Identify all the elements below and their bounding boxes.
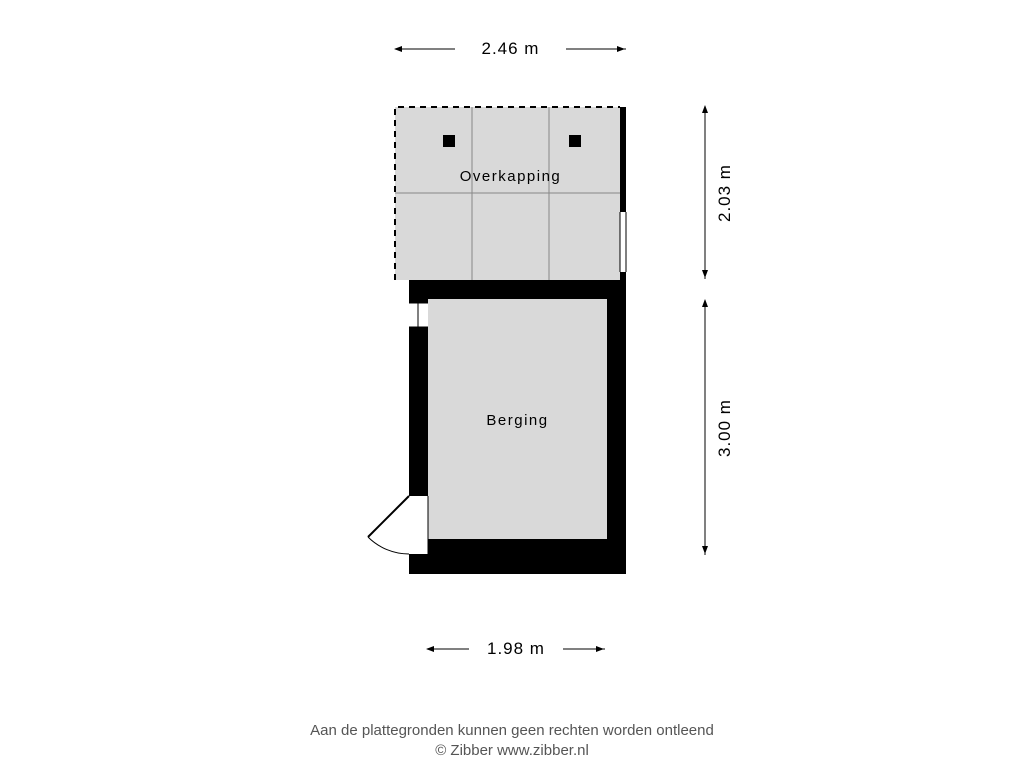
berging-label: Berging — [428, 412, 607, 429]
dim-right-upper-label: 2.03 m — [715, 158, 735, 228]
dim-bottom-label: 1.98 m — [469, 639, 563, 659]
berging-door-opening — [409, 496, 428, 554]
door-leaf — [368, 496, 409, 537]
overkapping-label: Overkapping — [395, 168, 626, 185]
footer-copyright: © Zibber www.zibber.nl — [0, 742, 1024, 759]
dim-top-label: 2.46 m — [455, 39, 566, 59]
post-icon — [569, 135, 581, 147]
door-swing-arc — [368, 537, 409, 554]
post-icon — [443, 135, 455, 147]
footer-disclaimer: Aan de plattegronden kunnen geen rechten… — [0, 722, 1024, 739]
dim-right-lower-label: 3.00 m — [715, 393, 735, 463]
overkapping-right-opening — [620, 212, 626, 272]
